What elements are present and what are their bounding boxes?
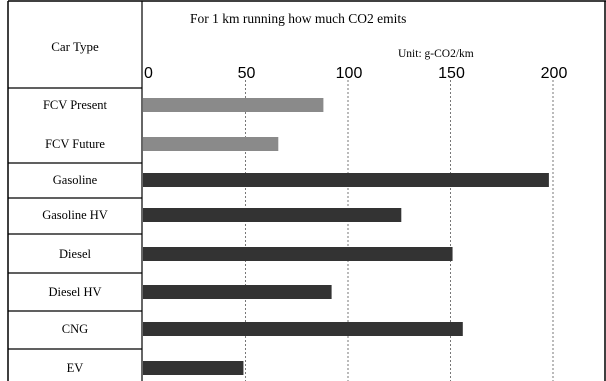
tick-label-150: 150 [438,65,465,82]
category-label: CNG [62,322,88,336]
category-rows: FCV Present FCV Future Gasoline Gasoline HV… [8,98,142,375]
bar-diesel-hv [143,285,332,299]
bar-gasoline-hv [143,208,402,222]
chart-title: For 1 km running how much CO2 emits [190,11,406,26]
category-label: Diesel HV [48,285,101,299]
bar-ev [143,361,244,375]
tick-label-50: 50 [238,65,256,82]
bar-fcv-present [143,98,324,112]
bar-gasoline [143,173,549,187]
unit-label: Unit: g-CO2/km [398,48,474,60]
bars [143,98,549,375]
x-axis-ticks: 0 50 100 150 200 [144,65,567,82]
category-label: FCV Present [43,98,108,112]
category-header: Car Type [51,39,99,54]
category-label: FCV Future [45,137,105,151]
bar-fcv-future [143,137,279,151]
category-label: Gasoline [53,173,98,187]
bar-cng [143,322,463,336]
tick-label-0: 0 [144,65,153,82]
tick-label-100: 100 [336,65,363,82]
category-label: Gasoline HV [42,208,108,222]
bar-diesel [143,247,453,261]
category-label: Diesel [59,247,91,261]
tick-label-200: 200 [541,65,568,82]
category-label: EV [67,361,84,375]
